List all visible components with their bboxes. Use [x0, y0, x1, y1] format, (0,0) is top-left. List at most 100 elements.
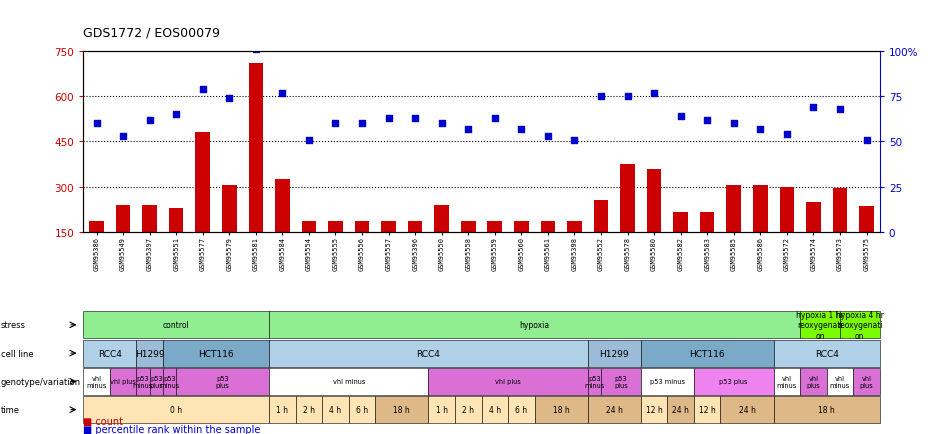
Text: vhl
minus: vhl minus	[777, 375, 797, 388]
Bar	[169, 208, 184, 232]
Text: genotype/variation: genotype/variation	[1, 377, 81, 386]
Text: vhl plus: vhl plus	[495, 378, 521, 385]
Text: 1 h: 1 h	[276, 405, 289, 414]
Text: H1299: H1299	[600, 349, 629, 358]
Bar	[115, 205, 131, 232]
Point	[221, 95, 236, 102]
Text: p53
plus: p53 plus	[614, 375, 628, 388]
Bar	[302, 222, 316, 232]
Bar	[700, 213, 714, 232]
Text: 18 h: 18 h	[394, 405, 411, 414]
Bar	[249, 64, 263, 232]
Bar	[514, 222, 529, 232]
Bar	[275, 180, 289, 232]
Text: HCT116: HCT116	[199, 349, 234, 358]
Point	[727, 121, 742, 128]
Text: HCT116: HCT116	[690, 349, 725, 358]
Bar	[222, 186, 236, 232]
Bar	[196, 133, 210, 232]
Point	[540, 133, 555, 140]
Point	[274, 90, 289, 97]
Text: control: control	[163, 321, 189, 329]
Bar	[727, 186, 741, 232]
Text: GDS1772 / EOS00079: GDS1772 / EOS00079	[83, 26, 220, 39]
Bar	[408, 222, 423, 232]
Text: p53
minus: p53 minus	[160, 375, 180, 388]
Text: RCC4: RCC4	[815, 349, 838, 358]
Bar	[461, 222, 476, 232]
Point	[328, 121, 343, 128]
Text: hypoxia 1 hr
reoxygenati
on: hypoxia 1 hr reoxygenati on	[797, 310, 844, 340]
Point	[753, 126, 768, 133]
Text: 4 h: 4 h	[489, 405, 500, 414]
Text: 6 h: 6 h	[516, 405, 528, 414]
Bar	[806, 202, 821, 232]
Bar	[540, 222, 555, 232]
Point	[593, 94, 608, 101]
Bar	[832, 189, 848, 232]
Point	[89, 121, 104, 128]
Bar	[674, 213, 688, 232]
Point	[142, 117, 157, 124]
Text: 18 h: 18 h	[818, 405, 835, 414]
Bar	[753, 186, 767, 232]
Point	[646, 90, 661, 97]
Text: p53
plus: p53 plus	[216, 375, 230, 388]
Text: 18 h: 18 h	[552, 405, 569, 414]
Text: 24 h: 24 h	[739, 405, 756, 414]
Point	[195, 86, 210, 93]
Point	[355, 121, 370, 128]
Text: hypoxia: hypoxia	[519, 321, 550, 329]
Text: cell line: cell line	[1, 349, 33, 358]
Text: stress: stress	[1, 321, 26, 329]
Point	[408, 115, 423, 122]
Text: 6 h: 6 h	[356, 405, 368, 414]
Point	[859, 137, 874, 144]
Point	[381, 115, 396, 122]
Point	[168, 112, 184, 118]
Bar	[89, 222, 104, 232]
Point	[700, 117, 715, 124]
Point	[567, 137, 582, 144]
Bar	[568, 222, 582, 232]
Point	[302, 137, 317, 144]
Text: 24 h: 24 h	[605, 405, 622, 414]
Point	[806, 105, 821, 112]
Point	[461, 126, 476, 133]
Point	[434, 121, 449, 128]
Bar	[487, 222, 502, 232]
Text: p53
plus: p53 plus	[149, 375, 163, 388]
Bar	[647, 169, 661, 232]
Text: 24 h: 24 h	[673, 405, 689, 414]
Point	[487, 115, 502, 122]
Text: ■ percentile rank within the sample: ■ percentile rank within the sample	[83, 424, 260, 434]
Text: vhl plus: vhl plus	[110, 378, 136, 385]
Point	[673, 113, 688, 120]
Text: vhl
plus: vhl plus	[860, 375, 873, 388]
Text: vhl
plus: vhl plus	[807, 375, 820, 388]
Point	[620, 94, 635, 101]
Text: vhl minus: vhl minus	[333, 378, 365, 385]
Text: RCC4: RCC4	[416, 349, 440, 358]
Text: vhl
minus: vhl minus	[830, 375, 850, 388]
Text: 4 h: 4 h	[329, 405, 342, 414]
Text: p53
minus: p53 minus	[132, 375, 153, 388]
Text: ■ count: ■ count	[83, 416, 123, 426]
Text: time: time	[1, 405, 20, 414]
Bar	[142, 205, 157, 232]
Point	[248, 47, 263, 54]
Bar	[594, 201, 608, 232]
Text: 1 h: 1 h	[436, 405, 447, 414]
Bar	[859, 207, 874, 232]
Bar	[621, 164, 635, 232]
Text: RCC4: RCC4	[97, 349, 122, 358]
Point	[832, 106, 848, 113]
Text: H1299: H1299	[135, 349, 165, 358]
Text: p53
minus: p53 minus	[585, 375, 604, 388]
Text: 2 h: 2 h	[463, 405, 474, 414]
Text: hypoxia 4 hr
reoxygenati
on: hypoxia 4 hr reoxygenati on	[836, 310, 884, 340]
Text: p53 minus: p53 minus	[650, 378, 685, 385]
Text: p53 plus: p53 plus	[720, 378, 748, 385]
Bar	[355, 222, 369, 232]
Bar	[780, 187, 794, 232]
